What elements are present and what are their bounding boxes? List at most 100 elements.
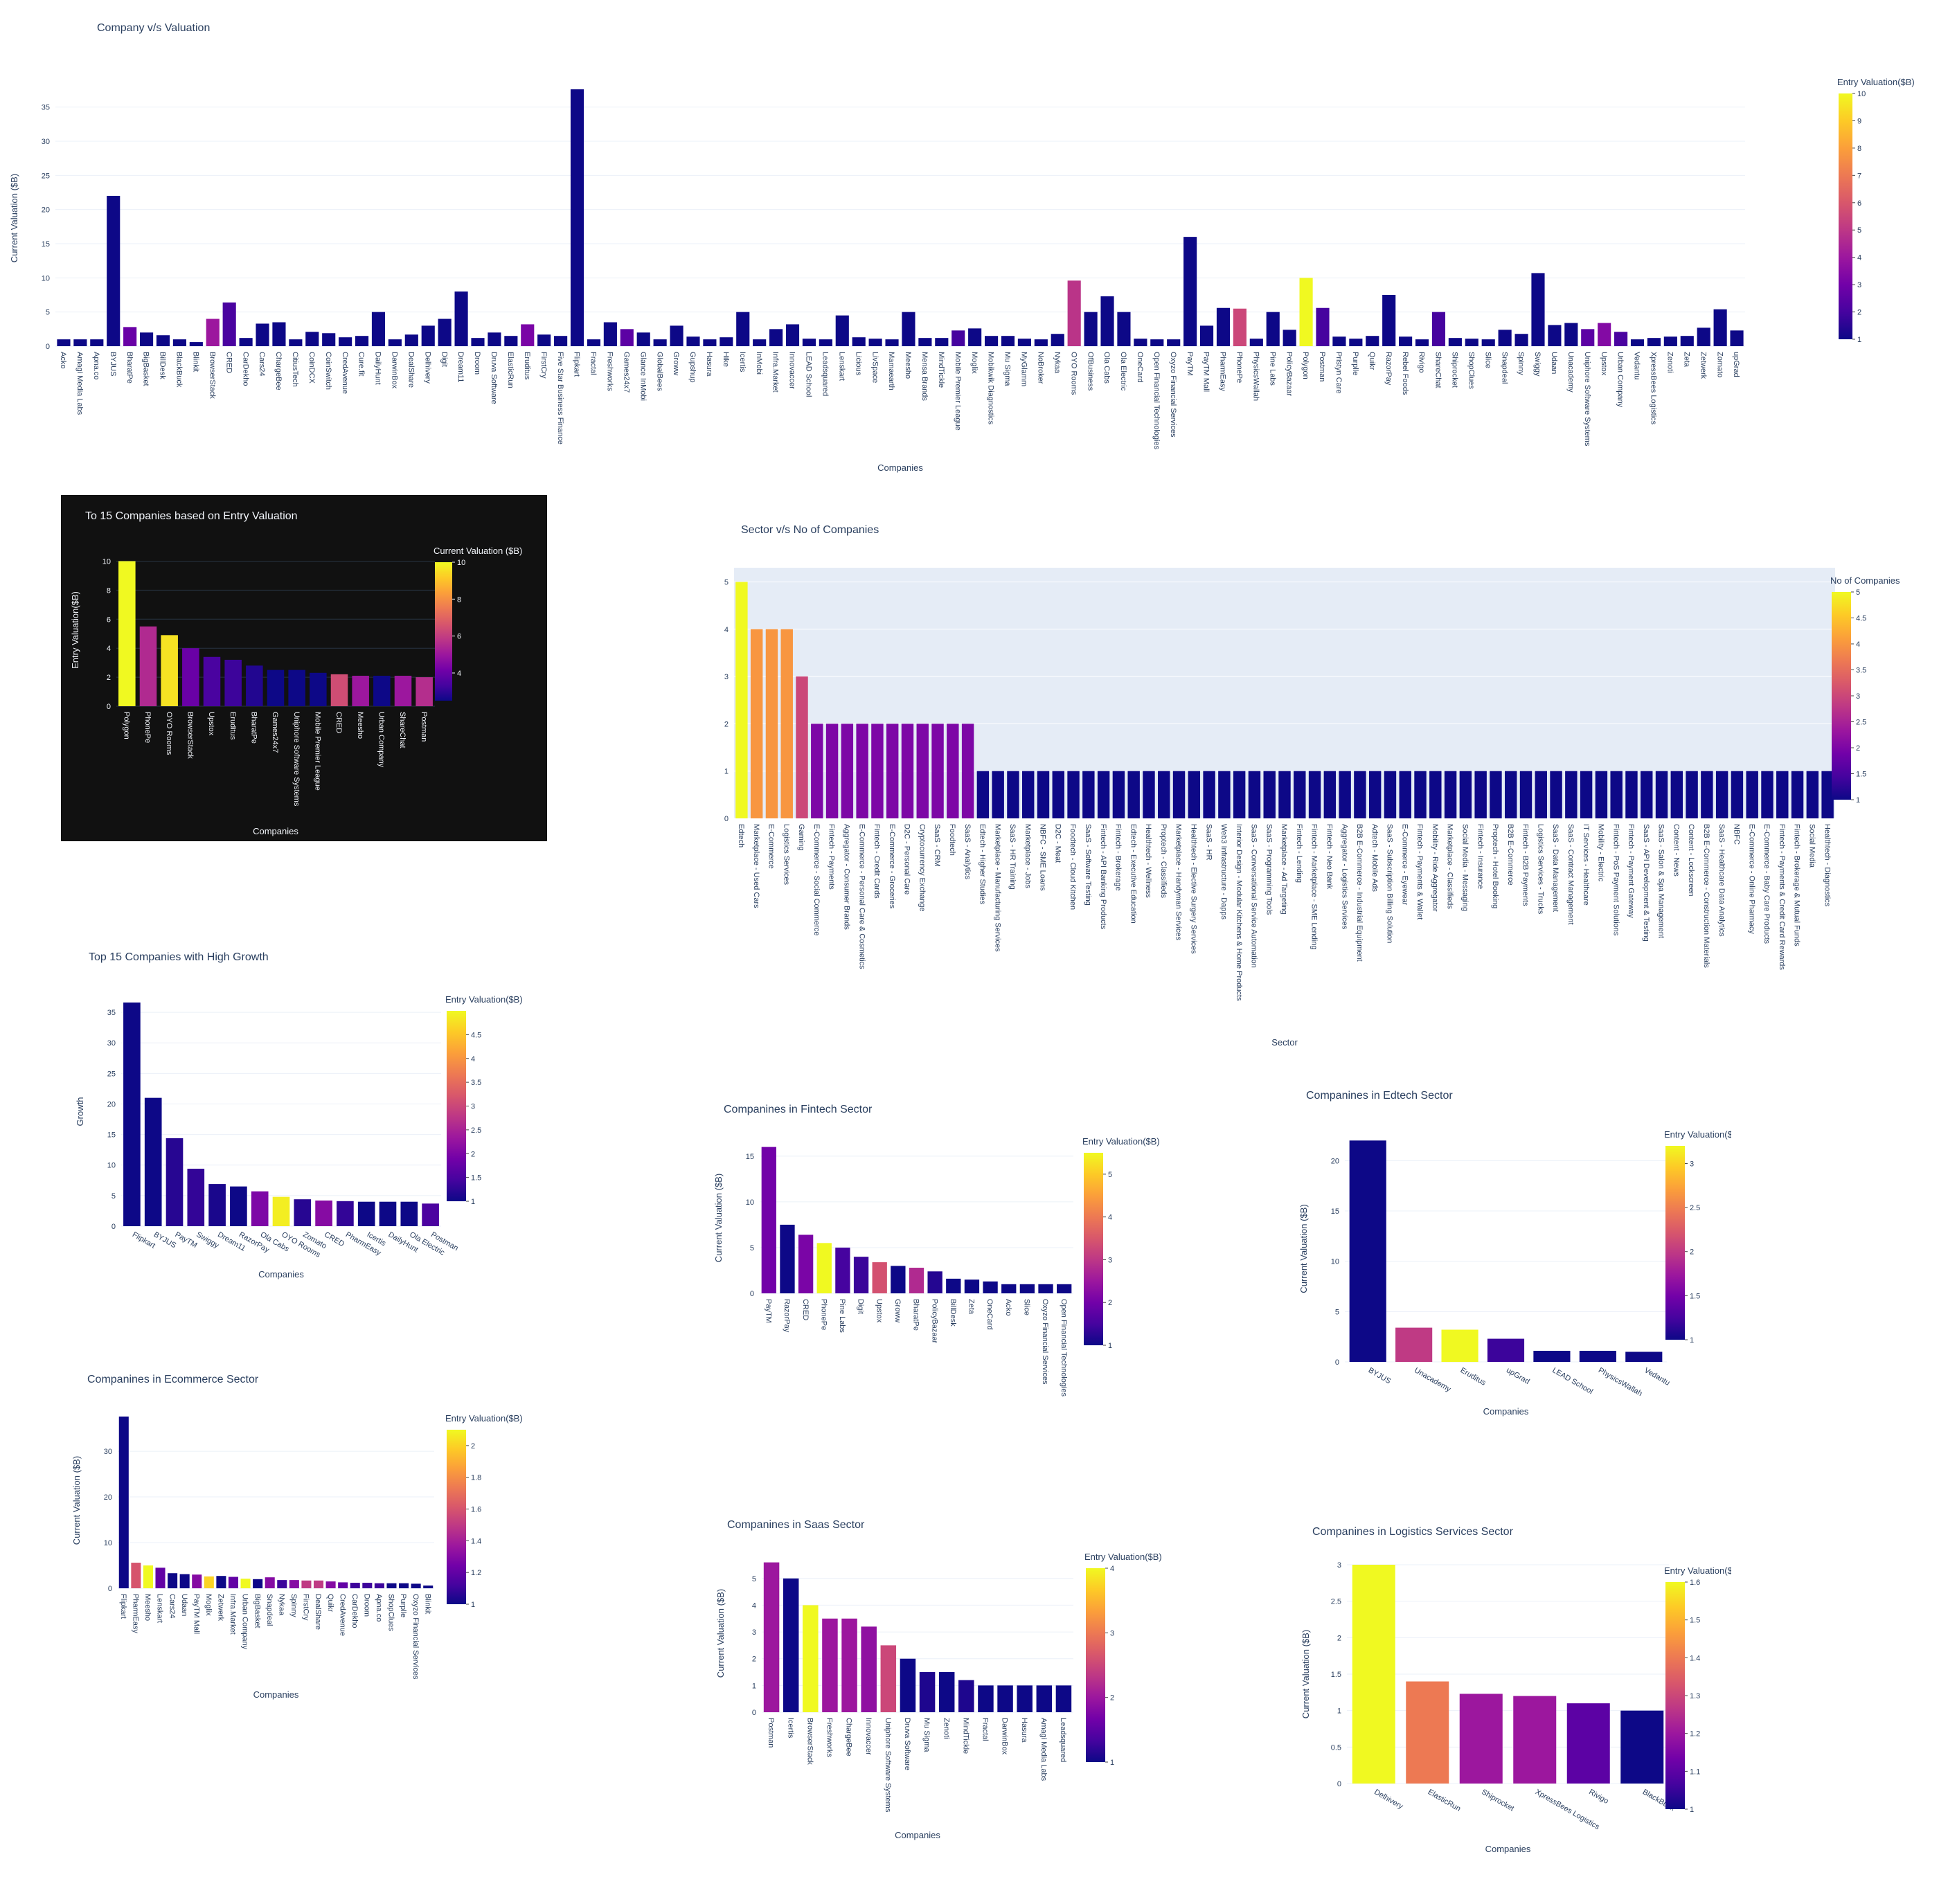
- x-tick-label: Udaan: [180, 1594, 188, 1616]
- bar: [189, 342, 203, 346]
- bar: [90, 339, 104, 346]
- x-tick-label: Cars24: [258, 352, 266, 376]
- x-tick-label: Marketplace - Manufacturing Services: [993, 824, 1001, 952]
- bar: [1354, 771, 1366, 818]
- x-tick-label: Aggregator - Logistics Services: [1340, 824, 1348, 930]
- bar: [1459, 1694, 1503, 1784]
- bar: [951, 330, 965, 346]
- bar: [1625, 771, 1638, 818]
- x-tick-label: Eruditus: [1459, 1366, 1487, 1387]
- bar: [1713, 309, 1727, 346]
- bar: [73, 339, 87, 346]
- x-tick-label: SaaS - Salon & Spa Management: [1657, 824, 1665, 938]
- colorbar-tick-label: 1.3: [1690, 1692, 1700, 1700]
- bar: [256, 323, 269, 346]
- bar: [1610, 771, 1623, 818]
- bar: [1655, 771, 1668, 818]
- x-axis-title: Companies: [1483, 1406, 1529, 1417]
- x-tick-label: PhonePe: [143, 712, 152, 743]
- x-tick-label: Gaming: [797, 824, 805, 851]
- colorbar-title: Entry Valuation($B): [1084, 1552, 1162, 1562]
- x-tick-label: DarwinBox: [391, 352, 399, 389]
- chart-title: Top 15 Companies with High Growth: [89, 951, 269, 963]
- x-tick-label: Edtech - Executive Education: [1129, 824, 1137, 924]
- y-tick-label: 5: [46, 309, 50, 317]
- colorbar-tick-label: 2: [1108, 1299, 1112, 1307]
- bar: [1670, 771, 1683, 818]
- bar: [750, 629, 763, 818]
- x-tick-label: SaaS - Data Management: [1551, 824, 1560, 912]
- x-tick-label: BlackBuck: [175, 352, 184, 388]
- colorbar-tick-label: 1.5: [1856, 771, 1866, 779]
- bar: [1150, 339, 1164, 346]
- x-tick-label: SaaS - Software Testing: [1084, 824, 1092, 906]
- x-tick-label: RazorPay: [1384, 352, 1393, 386]
- bar: [208, 1184, 226, 1226]
- bar: [1216, 307, 1231, 346]
- y-tick-label: 3: [1337, 1561, 1341, 1570]
- x-tick-label: BharatPe: [912, 1299, 920, 1331]
- bar: [1022, 771, 1035, 818]
- bar: [1821, 771, 1834, 818]
- bar: [416, 677, 433, 706]
- x-tick-label: Slice: [1023, 1299, 1031, 1315]
- y-tick-label: 4: [724, 626, 729, 634]
- x-tick-label: Vedantu: [1643, 1366, 1671, 1387]
- bar: [798, 1234, 814, 1293]
- bar: [182, 648, 199, 706]
- y-tick-label: 10: [746, 1198, 754, 1207]
- colorbar-tick-label: 2: [471, 1442, 475, 1451]
- x-tick-label: BigBasket: [142, 352, 150, 386]
- bar: [1697, 327, 1710, 346]
- y-axis-title: Current Valuation ($B): [9, 174, 19, 262]
- x-tick-label: Fintech - Payment Gateway: [1627, 824, 1635, 918]
- y-tick-label: 3: [724, 673, 729, 681]
- x-tick-label: Zeta: [967, 1299, 976, 1315]
- x-tick-label: Meesho: [356, 712, 364, 739]
- x-tick-label: Pine Labs: [838, 1299, 846, 1333]
- x-tick-label: Fintech - Payments: [828, 824, 836, 890]
- x-tick-label: Fintech - PoS Payment Solutions: [1611, 824, 1620, 936]
- y-tick-label: 8: [107, 586, 111, 595]
- x-tick-label: PayTM: [174, 1230, 199, 1250]
- bar: [819, 339, 832, 346]
- x-tick-label: Udaan: [1550, 352, 1558, 374]
- bar: [1414, 771, 1427, 818]
- colorbar-title: Entry Valuation($B): [1837, 77, 1915, 87]
- bar: [785, 324, 800, 346]
- x-tick-label: Quikr: [326, 1594, 334, 1613]
- bar: [1647, 338, 1661, 346]
- x-tick-label: Postman: [767, 1718, 775, 1748]
- x-axis-title: Companies: [253, 1689, 299, 1700]
- bar: [964, 1279, 980, 1293]
- x-tick-label: Eruditus: [229, 712, 237, 740]
- x-tick-label: Proptech - Classifieds: [1159, 824, 1168, 898]
- bar: [288, 670, 305, 706]
- colorbar-tick-label: 1: [1690, 1806, 1694, 1814]
- x-tick-label: Games24x7: [622, 352, 630, 393]
- colorbar-tick-label: 2: [1857, 309, 1861, 317]
- x-tick-label: Uniphore Software Systems: [884, 1718, 892, 1813]
- bar: [421, 325, 435, 346]
- bar: [1084, 312, 1098, 346]
- x-tick-label: Infra.Market: [229, 1594, 237, 1635]
- x-tick-label: Shiprocket: [1480, 1788, 1515, 1813]
- x-tick-label: OneCard: [1136, 352, 1144, 383]
- x-tick-label: B2B E-Commerce - Construction Materials: [1702, 824, 1710, 968]
- colorbar-tick-label: 2: [1110, 1694, 1114, 1703]
- bar: [1581, 329, 1595, 346]
- colorbar-tick-label: 2: [1690, 1248, 1694, 1257]
- y-tick-label: 15: [1331, 1207, 1339, 1216]
- bar: [803, 1605, 819, 1712]
- x-tick-label: Moglix: [204, 1594, 213, 1616]
- x-tick-label: Cars24: [168, 1594, 176, 1618]
- chart-top15-growth: Top 15 Companies with High Growth 0 5 10 15 2…: [0, 935, 554, 1302]
- colorbar-title: Entry Valuation($B): [445, 994, 523, 1005]
- x-tick-label: B2B E-Commerce: [1506, 824, 1514, 886]
- x-tick-label: ShareChat: [1434, 352, 1442, 388]
- colorbar-tick-label: 1.5: [1690, 1292, 1700, 1300]
- bar: [1283, 330, 1296, 346]
- y-tick-label: 35: [107, 1009, 116, 1017]
- colorbar-tick-label: 3: [1110, 1629, 1114, 1637]
- y-tick-label: 10: [42, 274, 50, 282]
